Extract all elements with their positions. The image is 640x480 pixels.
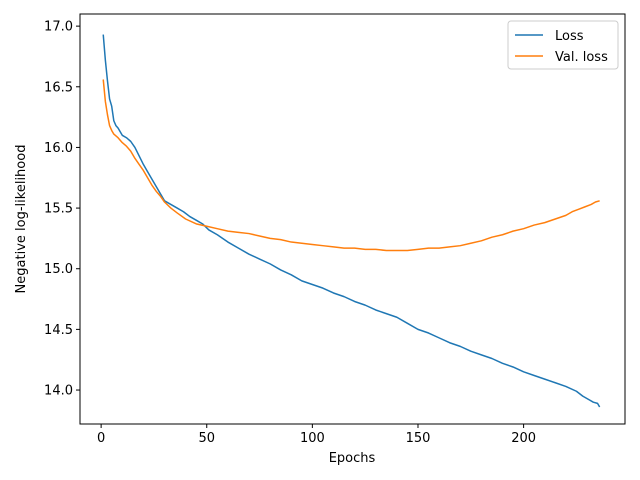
x-tick-label: 200 [511, 431, 536, 446]
legend-box [507, 20, 619, 70]
y-tick-label: 16.0 [44, 141, 73, 156]
legend-label-loss: Loss [555, 29, 584, 44]
y-axis-label: Negative log-likelihood [14, 145, 29, 294]
x-tick-label: 50 [198, 431, 215, 446]
y-tick-label: 15.5 [44, 202, 73, 217]
series-layer [102, 34, 601, 408]
plot-frame [79, 13, 626, 425]
series-line-loss [102, 34, 601, 408]
y-tick-label: 16.5 [44, 80, 73, 95]
y-axis-ticks: 14.0 14.5 15.0 15.5 16.0 16.5 17.0 [44, 20, 80, 399]
x-axis-label: Epochs [329, 451, 376, 466]
y-tick-label: 14.5 [44, 323, 73, 338]
y-tick-label: 14.0 [44, 384, 73, 399]
y-tick-label: 17.0 [44, 20, 73, 35]
legend: Loss Val. loss [507, 20, 619, 70]
series-line-val-loss [102, 79, 600, 252]
y-tick-label: 15.0 [44, 262, 73, 277]
x-axis-ticks: 0 50 100 150 200 [97, 424, 536, 446]
x-tick-label: 0 [97, 431, 105, 446]
x-tick-label: 150 [406, 431, 431, 446]
x-tick-label: 100 [300, 431, 325, 446]
legend-label-val-loss: Val. loss [555, 50, 608, 65]
